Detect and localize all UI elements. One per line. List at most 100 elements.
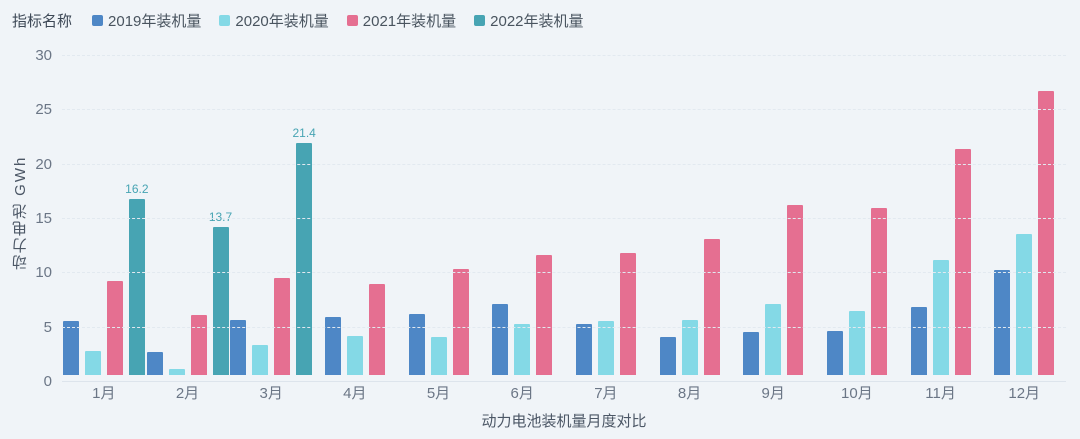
legend-label: 2019年装机量 <box>108 13 202 30</box>
bar-2021年装机量-7月 <box>619 252 636 376</box>
bar-2019年装机量-1月 <box>62 321 79 376</box>
bars-1月: 16.2 <box>62 56 149 376</box>
bar-2019年装机量-6月 <box>492 303 509 376</box>
bar-2021年装机量-8月 <box>703 238 720 376</box>
month-group-1月: 16.2 1月 <box>62 56 149 406</box>
legend-item-2022年装机量[interactable]: 2022年装机量 <box>474 10 584 31</box>
legend-swatch-icon <box>92 15 104 26</box>
y-tick-label: 10 <box>35 264 52 282</box>
bar-2019年装机量-7月 <box>575 324 592 376</box>
month-group-3月: 21.4 3月 <box>229 56 316 406</box>
x-axis-label-12月: 12月 <box>1008 385 1041 403</box>
gridline-30 <box>62 55 1066 56</box>
bar-2022年装机量-2月: 13.7 <box>209 210 232 376</box>
legend-swatch-icon <box>219 15 231 26</box>
bar-2019年装机量-4月 <box>324 316 341 376</box>
bar-2021年装机量-10月 <box>870 208 887 376</box>
legend-item-2020年装机量[interactable]: 2020年装机量 <box>219 10 329 31</box>
bar-2020年装机量-4月 <box>346 336 363 376</box>
gridline-15 <box>62 218 1066 219</box>
bar-2019年装机量-9月 <box>743 332 760 376</box>
bars-6月 <box>480 56 564 376</box>
bar-2020年装机量-12月 <box>1016 234 1033 376</box>
bar-2019年装机量-3月 <box>230 320 247 376</box>
bar-2020年装机量-6月 <box>514 324 531 376</box>
x-axis-label-2月: 2月 <box>175 385 200 403</box>
bars-2月: 13.7 <box>146 56 232 376</box>
y-tick-label: 30 <box>35 47 52 64</box>
month-group-6月: 6月 <box>480 56 564 406</box>
bar-2021年装机量-5月 <box>452 269 469 376</box>
legend-label: 2022年装机量 <box>490 13 584 30</box>
bar-2020年装机量-5月 <box>430 337 447 376</box>
bar-2019年装机量-12月 <box>994 270 1011 376</box>
legend-item-2021年装机量[interactable]: 2021年装机量 <box>346 10 457 31</box>
indicator-name-label: 指标名称 <box>12 13 73 30</box>
chart-title: 动力电池装机量月度对比 <box>481 413 647 430</box>
bar-2019年装机量-2月 <box>146 351 163 376</box>
bar-2021年装机量-12月 <box>1038 90 1055 376</box>
legend-label: 2020年装机量 <box>235 13 329 30</box>
bar-2021年装机量-3月 <box>274 277 291 376</box>
bar-2020年装机量-9月 <box>765 303 782 376</box>
chart-legend: 2019年装机量 2020年装机量 2021年装机量 2022年装机量 <box>92 10 584 31</box>
month-group-12月: 12月 <box>982 56 1066 406</box>
gridline-5 <box>62 326 1066 328</box>
bar-2019年装机量-11月 <box>910 307 927 376</box>
bar-2021年装机量-1月 <box>106 280 123 376</box>
bar-2022年装机量-1月: 16.2 <box>125 182 149 376</box>
bar-2020年装机量-7月 <box>597 321 614 376</box>
bars-9月 <box>731 56 815 376</box>
x-axis-label-11月: 11月 <box>925 385 956 403</box>
gridline-25 <box>62 109 1066 111</box>
x-axis-label-5月: 5月 <box>426 385 451 403</box>
x-axis-label-10月: 10月 <box>841 385 873 403</box>
gridline-20 <box>62 163 1066 165</box>
x-axis-label-9月: 9月 <box>761 385 785 403</box>
x-axis-label-7月: 7月 <box>594 385 618 403</box>
bar-2021年装机量-2月 <box>190 314 207 376</box>
bar-2020年装机量-3月 <box>252 345 269 376</box>
bar-2022年装机量-3月: 21.4 <box>292 126 316 376</box>
x-axis-label-3月: 3月 <box>259 385 283 403</box>
plot-area: 16.2 1月 13.7 2月 21.4 3月 4月 5月 6月 7月 8月 9月 10月 11月 12月 … <box>35 47 1066 406</box>
month-group-9月: 9月 <box>731 56 815 406</box>
bar-value-label: 21.4 <box>292 125 316 140</box>
bar-value-label: 16.2 <box>125 182 149 197</box>
y-tick-label: 15 <box>35 210 52 227</box>
bars-4月 <box>313 56 397 376</box>
bar-2019年装机量-5月 <box>408 313 425 376</box>
bar-2020年装机量-11月 <box>932 260 949 376</box>
x-axis-label-6月: 6月 <box>510 385 534 403</box>
bar-2021年装机量-6月 <box>536 254 553 376</box>
month-group-2月: 13.7 2月 <box>146 56 232 406</box>
x-axis-label-8月: 8月 <box>677 385 702 403</box>
y-tick-label: 5 <box>43 318 52 336</box>
bars-5月 <box>397 56 481 376</box>
legend-bar: 指标名称 2019年装机量 2020年装机量 2021年装机量 2022年装机量 <box>12 10 1070 31</box>
bar-2021年装机量-9月 <box>787 204 804 376</box>
bars-11月 <box>899 56 983 376</box>
x-axis-label-1月: 1月 <box>92 385 116 403</box>
month-group-4月: 4月 <box>313 56 397 406</box>
legend-item-2019年装机量[interactable]: 2019年装机量 <box>92 10 201 31</box>
bar-2020年装机量-10月 <box>848 311 865 376</box>
bar-2020年装机量-2月 <box>168 368 185 376</box>
bar-2020年装机量-8月 <box>681 320 698 376</box>
bar-groups: 16.2 1月 13.7 2月 21.4 3月 4月 5月 6月 7月 8月 9月 10月 11月 12月 <box>62 56 1066 406</box>
bars-3月: 21.4 <box>229 56 316 376</box>
bar-2021年装机量-11月 <box>954 149 971 376</box>
x-axis-label-4月: 4月 <box>343 385 367 403</box>
y-tick-label: 0 <box>43 373 52 390</box>
bars-12月 <box>982 56 1066 376</box>
bar-2019年装机量-8月 <box>659 337 676 376</box>
legend-swatch-icon <box>474 15 486 26</box>
x-axis-line <box>62 381 1066 382</box>
legend-swatch-icon <box>346 15 358 26</box>
month-group-5月: 5月 <box>397 56 481 406</box>
legend-label: 2021年装机量 <box>362 13 457 30</box>
month-group-11月: 11月 <box>899 56 983 406</box>
bar-2021年装机量-4月 <box>368 284 385 376</box>
bar-value-label: 13.7 <box>208 209 233 224</box>
